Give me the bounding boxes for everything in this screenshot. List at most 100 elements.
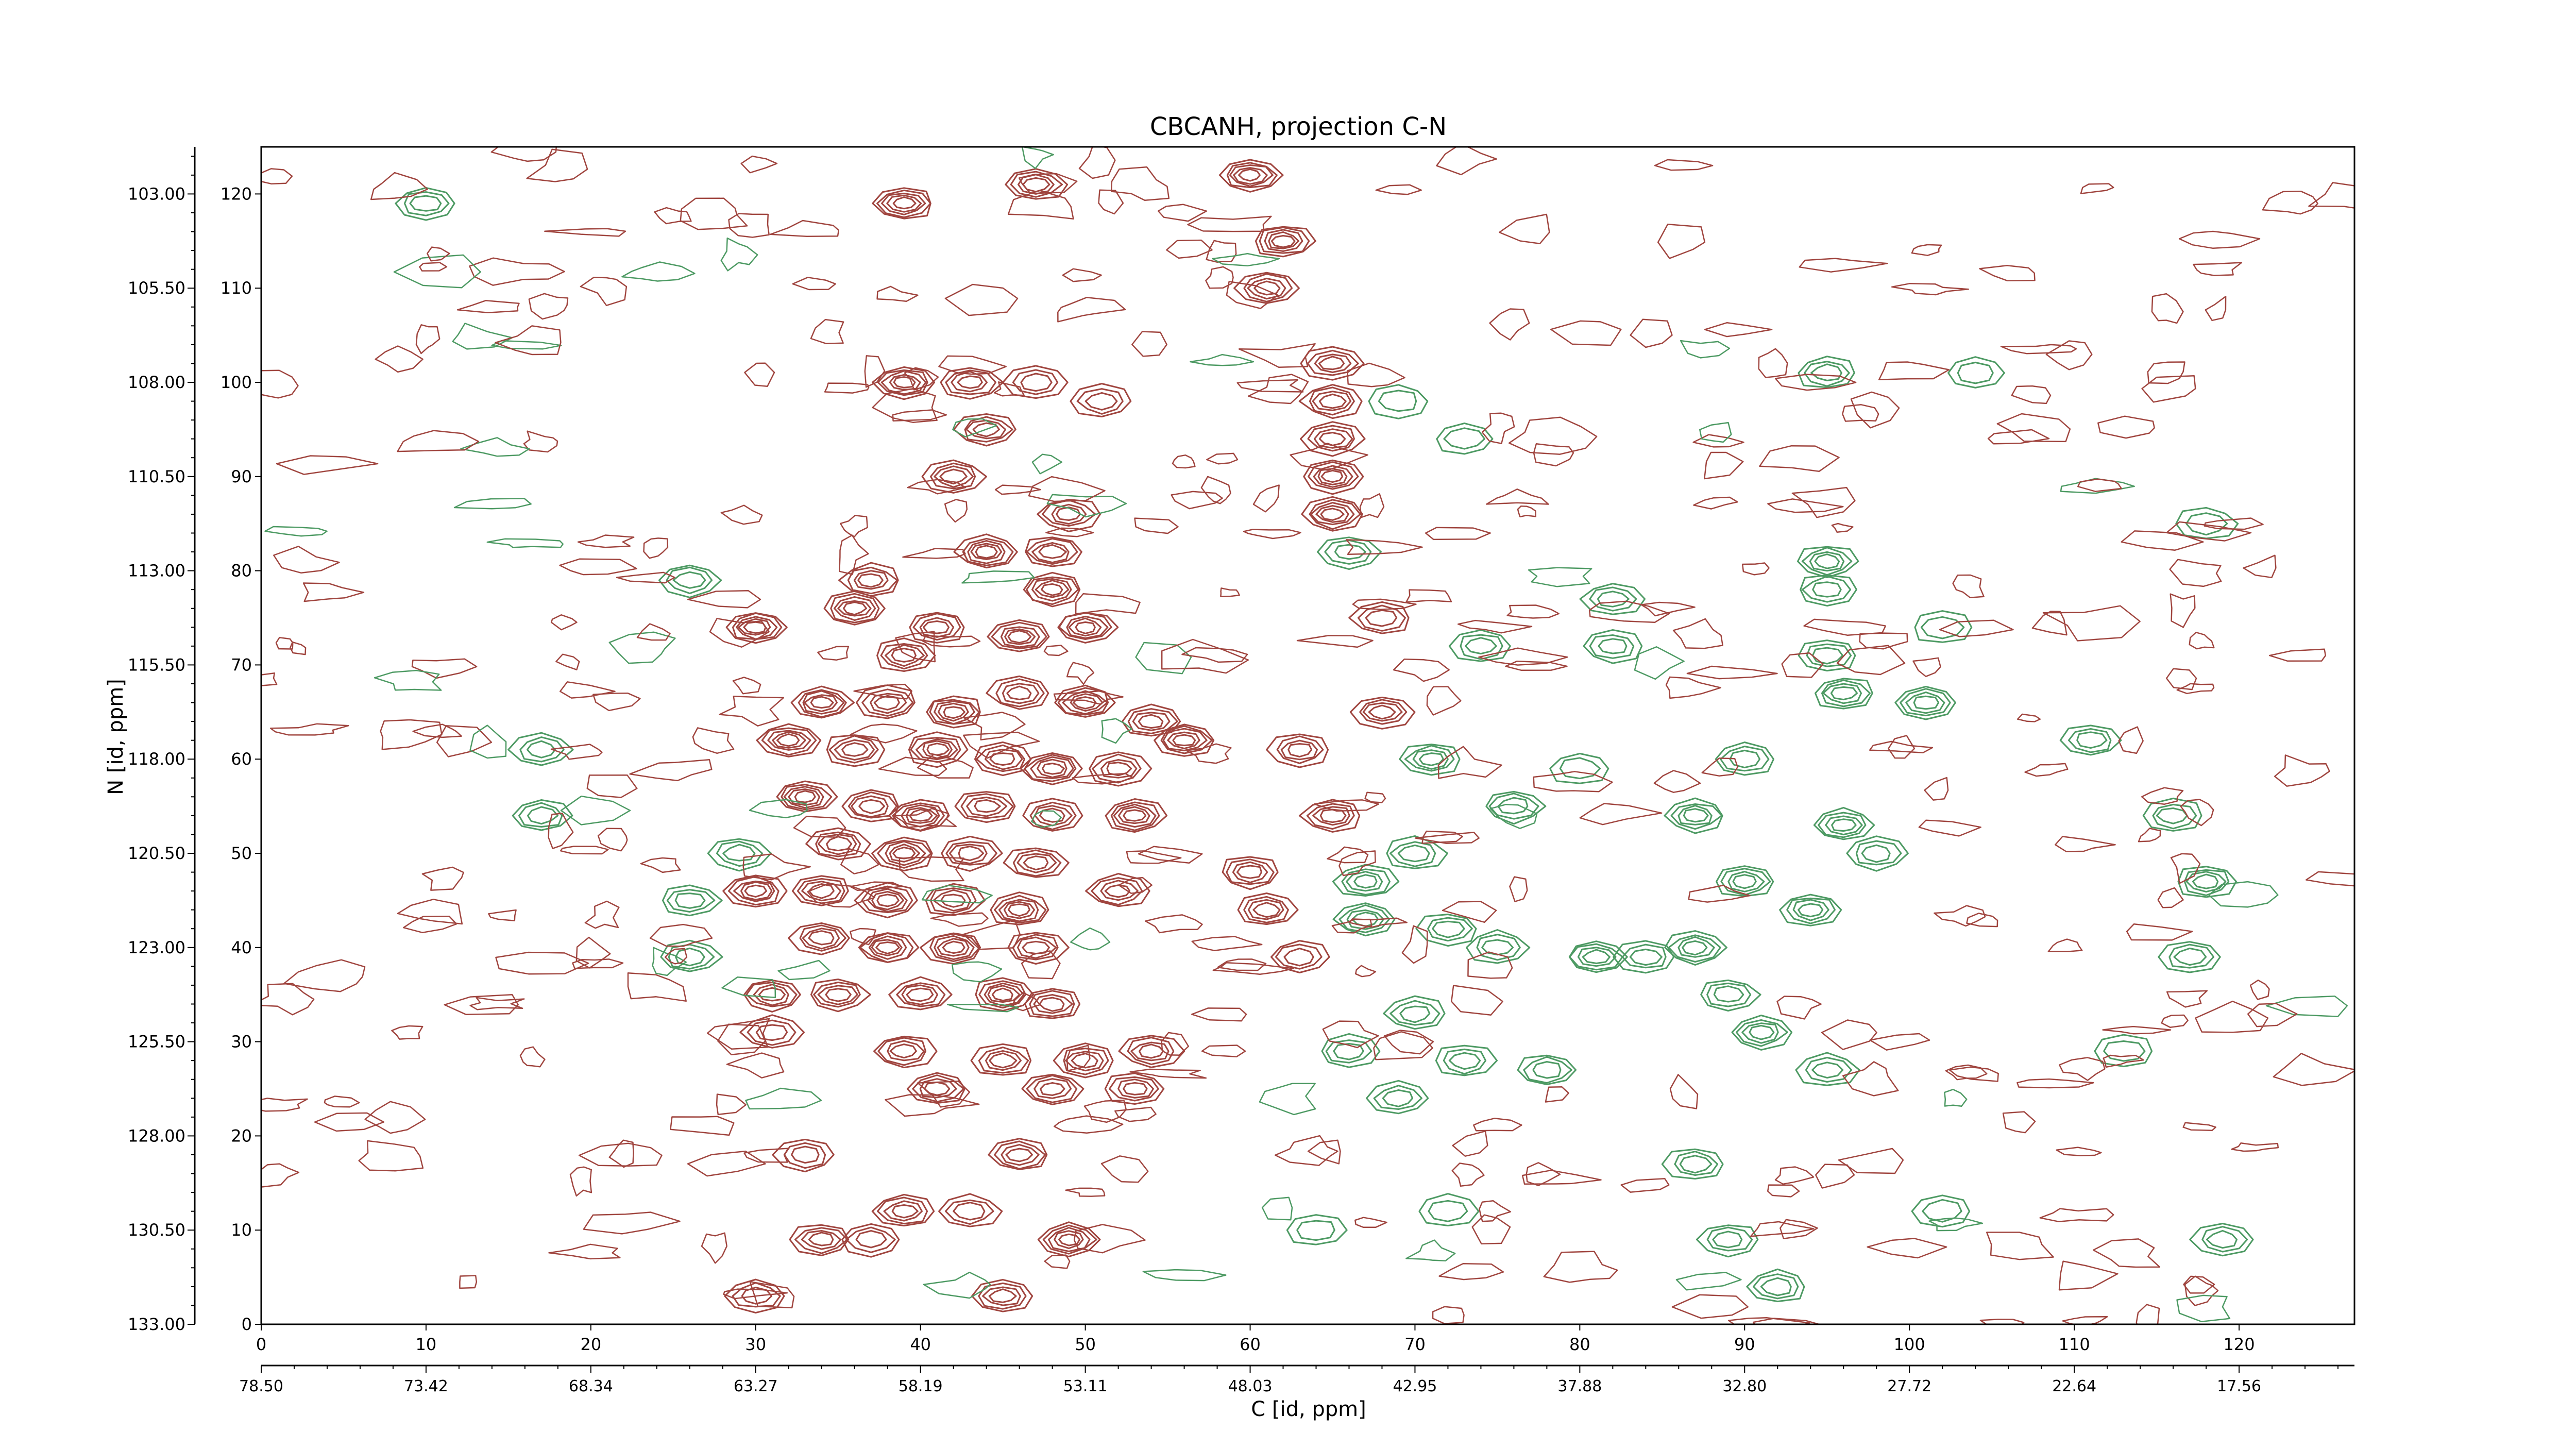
noise-contour <box>732 677 761 695</box>
noise-contour <box>1918 819 1981 837</box>
positive-peak-level <box>1089 751 1153 787</box>
noise-contour <box>2103 1054 2144 1068</box>
x-index-tick-label: 70 <box>1404 1335 1426 1354</box>
positive-peak <box>788 922 850 955</box>
noise-contour <box>261 1098 308 1112</box>
chart-title: CBCANH, projection C-N <box>1150 112 1447 141</box>
negative-peak-level <box>1582 949 1611 964</box>
negative-peak-level <box>2152 803 2197 830</box>
noise-contour <box>1699 422 1732 443</box>
positive-peak <box>1003 847 1070 878</box>
positive-peak <box>823 590 886 626</box>
negative-peak-level <box>1412 749 1449 770</box>
negative-peak-level <box>1706 982 1752 1007</box>
positive-peak-level <box>796 878 845 904</box>
x-index-tick-label: 110 <box>2059 1335 2090 1354</box>
positive-peak-level <box>1314 353 1352 373</box>
negative-peak-level <box>1779 894 1842 926</box>
positive-peak-level <box>1310 502 1355 526</box>
negative-peak <box>1797 546 1859 579</box>
noise-contour <box>1671 1294 1749 1319</box>
positive-peak-level <box>998 899 1039 922</box>
negative-peak-level <box>1338 904 1390 933</box>
positive-peak <box>838 562 899 597</box>
positive-peak-level <box>1308 461 1359 490</box>
positive-peak-level <box>1062 690 1108 715</box>
negative-peak-level <box>1716 865 1774 897</box>
positive-peak <box>872 366 935 400</box>
positive-peak <box>1021 1073 1084 1105</box>
noise-contour <box>459 1275 478 1289</box>
noise-contour <box>1452 1130 1488 1157</box>
positive-peak-level <box>841 742 869 757</box>
noise-contour <box>1114 1106 1157 1122</box>
positive-peak-level <box>1138 714 1164 729</box>
positive-peak <box>1303 459 1364 495</box>
positive-peak <box>1270 940 1330 973</box>
positive-peak-level <box>896 982 946 1007</box>
positive-peak-level <box>919 617 955 638</box>
noise-contour <box>1354 965 1377 978</box>
noise-contour <box>1290 443 1368 471</box>
negative-peak-level <box>2201 1226 2248 1253</box>
noise-contour <box>807 883 875 908</box>
noise-contour <box>1478 647 1568 666</box>
positive-peak-level <box>1319 808 1347 823</box>
positive-peak-level <box>1053 1042 1114 1079</box>
positive-peak-level <box>1306 803 1355 830</box>
positive-peak-level <box>1312 391 1352 411</box>
noise-contour <box>1212 962 1294 975</box>
positive-peak-level <box>1005 1148 1033 1162</box>
noise-contour <box>643 537 669 559</box>
noise-contour <box>1485 488 1549 505</box>
negative-peak-level <box>1914 610 1973 643</box>
positive-peak <box>940 367 1004 400</box>
positive-peak-level <box>1071 1053 1098 1069</box>
positive-peak-level <box>945 841 997 866</box>
noise-contour <box>469 257 565 286</box>
negative-peak-level <box>2094 1034 2153 1068</box>
positive-peak-level <box>857 573 884 588</box>
noise-contour <box>1201 1044 1246 1058</box>
noise-contour <box>664 948 688 965</box>
noise-contour <box>1979 265 2036 281</box>
noise-contour <box>1911 244 1942 256</box>
noise-contour <box>1043 645 1069 656</box>
noise-contour <box>276 455 379 475</box>
noise-contour <box>904 367 939 391</box>
noise-contour <box>380 719 443 750</box>
positive-peak-level <box>1054 1230 1084 1250</box>
noise-contour <box>397 430 480 452</box>
noise-contour <box>1373 1031 1433 1060</box>
noise-contour <box>1505 660 1568 671</box>
positive-peak-level <box>856 684 916 719</box>
noise-contour <box>370 172 428 200</box>
positive-peak-level <box>994 1140 1046 1170</box>
positive-peak-level <box>1040 1082 1065 1096</box>
noise-contour <box>2080 183 2114 194</box>
noise-contour <box>2193 262 2243 276</box>
noise-contour <box>2189 631 2215 650</box>
positive-peak-level <box>732 612 783 641</box>
noise-contour <box>1226 281 1279 309</box>
noise-contour <box>1243 529 1301 540</box>
negative-peak-level <box>519 736 565 763</box>
x-index-tick-label: 120 <box>2224 1335 2255 1354</box>
positive-peak-level <box>1318 432 1346 446</box>
negative-peak-level <box>1715 742 1774 776</box>
positive-peak-level <box>1007 630 1032 644</box>
negative-peak-level <box>1822 683 1862 704</box>
positive-peak-level <box>1104 1072 1165 1105</box>
noise-contour <box>1044 1254 1071 1269</box>
negative-peak-level <box>1332 902 1396 937</box>
positive-peak-level <box>1132 712 1171 731</box>
contour-layer <box>261 147 2354 1324</box>
positive-peak <box>876 637 936 672</box>
positive-peak-level <box>953 413 1016 447</box>
x-ppm-tick-label: 78.50 <box>239 1377 283 1395</box>
positive-peak-level <box>958 846 985 862</box>
noise-contour <box>1588 600 1670 624</box>
noise-contour <box>687 590 761 609</box>
noise-contour <box>2047 938 2083 953</box>
positive-peak-level <box>861 885 913 914</box>
